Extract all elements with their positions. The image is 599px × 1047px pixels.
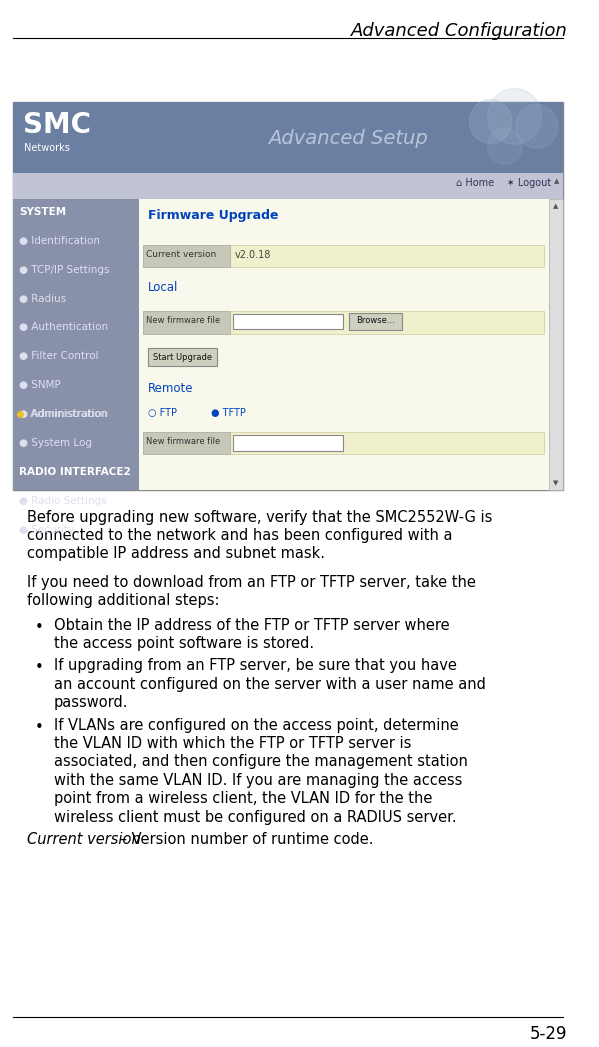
Text: Current version: Current version: [146, 250, 216, 259]
Text: connected to the network and has been configured with a: connected to the network and has been co…: [27, 528, 452, 543]
Circle shape: [488, 129, 522, 164]
Text: Remote: Remote: [148, 382, 193, 395]
Text: Advanced Configuration: Advanced Configuration: [351, 22, 567, 40]
Text: If you need to download from an FTP or TFTP server, take the: If you need to download from an FTP or T…: [27, 575, 476, 589]
Text: ○ FTP: ○ FTP: [148, 408, 177, 418]
Text: ● System Log: ● System Log: [19, 438, 92, 448]
FancyBboxPatch shape: [349, 312, 402, 331]
FancyBboxPatch shape: [13, 199, 138, 490]
Text: Advanced Setup: Advanced Setup: [268, 130, 428, 149]
Text: ▲: ▲: [553, 203, 559, 209]
Text: SMC: SMC: [23, 111, 91, 139]
FancyBboxPatch shape: [233, 435, 343, 451]
Text: ● Radius: ● Radius: [19, 293, 66, 304]
FancyBboxPatch shape: [13, 102, 562, 173]
Text: If upgrading from an FTP server, be sure that you have: If upgrading from an FTP server, be sure…: [54, 659, 457, 673]
Text: wireless client must be configured on a RADIUS server.: wireless client must be configured on a …: [54, 809, 456, 825]
Text: v2.0.18: v2.0.18: [235, 250, 271, 260]
FancyBboxPatch shape: [233, 313, 343, 330]
FancyBboxPatch shape: [143, 432, 230, 453]
Text: ● Filter Control: ● Filter Control: [19, 352, 99, 361]
Text: Networks: Networks: [24, 143, 70, 153]
FancyBboxPatch shape: [143, 311, 230, 334]
Text: New firmware file: New firmware file: [146, 437, 220, 446]
Text: SYSTEM: SYSTEM: [19, 207, 66, 217]
Text: Browse...: Browse...: [356, 316, 395, 325]
FancyBboxPatch shape: [143, 245, 230, 267]
Text: ▲: ▲: [554, 178, 559, 184]
Text: Current version: Current version: [27, 832, 141, 847]
Circle shape: [470, 99, 512, 143]
Text: with the same VLAN ID. If you are managing the access: with the same VLAN ID. If you are managi…: [54, 773, 462, 787]
Text: ● Authentication: ● Authentication: [19, 322, 108, 333]
Text: associated, and then configure the management station: associated, and then configure the manag…: [54, 755, 468, 770]
Text: the VLAN ID with which the FTP or TFTP server is: the VLAN ID with which the FTP or TFTP s…: [54, 736, 412, 751]
Text: Before upgrading new software, verify that the SMC2552W-G is: Before upgrading new software, verify th…: [27, 510, 492, 525]
FancyBboxPatch shape: [13, 173, 562, 199]
Text: the access point software is stored.: the access point software is stored.: [54, 636, 314, 651]
Text: New firmware file: New firmware file: [146, 315, 220, 325]
Text: Local: Local: [148, 281, 179, 293]
Text: password.: password.: [54, 695, 128, 710]
Text: 5-29: 5-29: [530, 1025, 567, 1043]
Text: •: •: [35, 661, 43, 675]
Text: RADIO INTERFACE2: RADIO INTERFACE2: [19, 467, 131, 476]
Circle shape: [516, 105, 558, 149]
FancyBboxPatch shape: [13, 102, 562, 490]
Text: Administration: Administration: [27, 409, 107, 419]
FancyBboxPatch shape: [138, 199, 549, 490]
Text: ● Radio Settings: ● Radio Settings: [19, 495, 107, 506]
Text: If VLANs are configured on the access point, determine: If VLANs are configured on the access po…: [54, 717, 459, 733]
FancyBboxPatch shape: [143, 432, 544, 453]
Text: Start Upgrade: Start Upgrade: [153, 353, 212, 362]
Text: •: •: [35, 620, 43, 634]
Text: ⌂ Home    ✶ Logout: ⌂ Home ✶ Logout: [456, 178, 551, 188]
Text: ● Identification: ● Identification: [19, 236, 100, 246]
FancyBboxPatch shape: [143, 245, 544, 267]
Text: an account configured on the server with a user name and: an account configured on the server with…: [54, 676, 486, 692]
Text: Firmware Upgrade: Firmware Upgrade: [148, 209, 279, 222]
FancyBboxPatch shape: [148, 349, 217, 366]
Text: ● TFTP: ● TFTP: [211, 408, 246, 418]
Text: point from a wireless client, the VLAN ID for the the: point from a wireless client, the VLAN I…: [54, 792, 432, 806]
Text: ● Administration: ● Administration: [19, 409, 108, 419]
FancyBboxPatch shape: [143, 311, 544, 334]
Circle shape: [488, 89, 541, 144]
Text: ▼: ▼: [553, 480, 559, 486]
Text: ● TCP/IP Settings: ● TCP/IP Settings: [19, 265, 110, 274]
Text: ● SNMP: ● SNMP: [19, 380, 61, 391]
Text: ● Security: ● Security: [19, 525, 74, 535]
Text: Obtain the IP address of the FTP or TFTP server where: Obtain the IP address of the FTP or TFTP…: [54, 618, 449, 632]
Text: compatible IP address and subnet mask.: compatible IP address and subnet mask.: [27, 547, 325, 561]
FancyBboxPatch shape: [549, 199, 562, 490]
Text: following additional steps:: following additional steps:: [27, 594, 219, 608]
Text: – Version number of runtime code.: – Version number of runtime code.: [115, 832, 373, 847]
Text: •: •: [35, 719, 43, 735]
